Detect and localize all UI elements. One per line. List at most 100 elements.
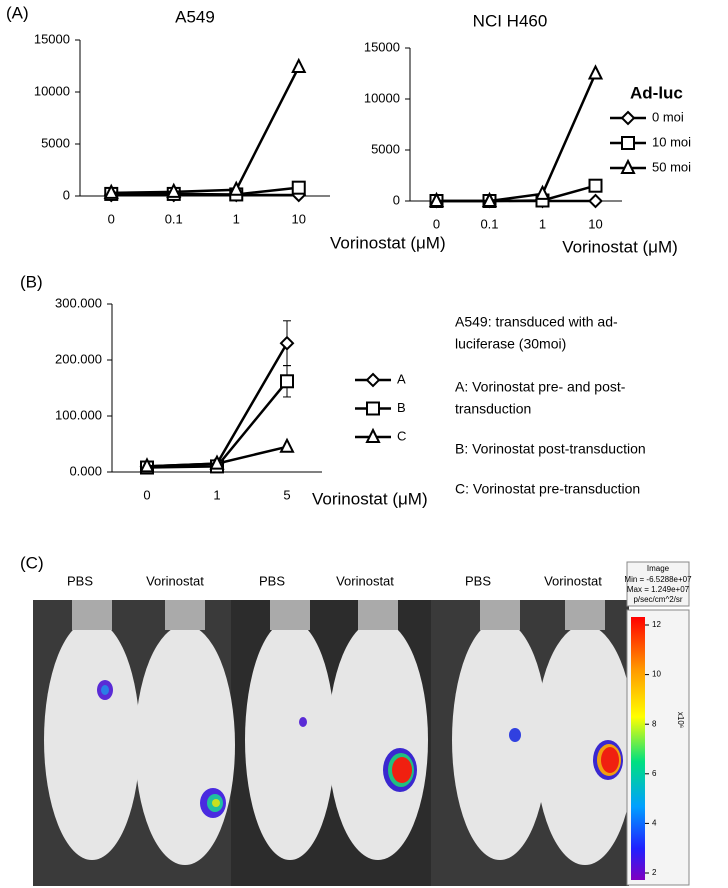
signal (601, 747, 619, 773)
x-tick-label: 1 (233, 211, 240, 226)
marker (534, 184, 551, 200)
mouse (452, 620, 548, 860)
series-line (111, 186, 299, 196)
signal (299, 717, 307, 727)
colorbar (631, 617, 645, 880)
colorbar-unit: p/sec/cm^2/sr (633, 595, 682, 604)
y-tick-label: 0 (63, 187, 70, 202)
marker (139, 457, 155, 473)
annotation: C: Vorinostat pre-transduction (455, 481, 640, 497)
y-tick-label: 0.000 (69, 463, 102, 478)
colorbar-tick-label: 10 (652, 670, 661, 679)
x-axis-label: Vorinostat (μM) (330, 233, 446, 252)
legend-label: 50 moi (652, 159, 691, 174)
y-tick-label: 200.000 (55, 351, 102, 366)
x-tick-label: 0 (143, 487, 150, 502)
legend-marker (365, 372, 381, 388)
mouse (328, 620, 428, 860)
mice (44, 600, 635, 865)
x-tick-label: 5 (283, 487, 290, 502)
x-tick-label: 10 (588, 216, 602, 231)
marker (588, 193, 603, 209)
y-tick-label: 0 (393, 192, 400, 207)
annotation: transduction (455, 401, 531, 417)
signals (97, 680, 623, 818)
panel-label: (A) (6, 3, 29, 22)
marker (481, 191, 498, 207)
nose-cone (270, 600, 310, 630)
mouse (535, 625, 635, 865)
legend-marker (620, 158, 636, 174)
y-tick-label: 100.000 (55, 407, 102, 422)
colorbar-min: Min = -6.5288e+07 (624, 575, 692, 584)
y-tick-label: 15000 (364, 39, 400, 54)
marker (228, 180, 244, 196)
marker (103, 183, 119, 199)
legend-label: 0 moi (652, 109, 684, 124)
image-label: Vorinostat (146, 573, 204, 588)
y-tick-label: 15000 (34, 31, 70, 46)
signal (509, 728, 521, 742)
series-line (111, 66, 300, 195)
colorbar-header (626, 561, 690, 607)
image-label: Vorinostat (336, 573, 394, 588)
nose-cone (165, 600, 205, 630)
series-line (436, 72, 597, 203)
y-tick-label: 5000 (41, 135, 70, 150)
legend-label: B (397, 400, 406, 415)
colorbar-tick-label: 12 (652, 620, 661, 629)
x-tick-label: 0 (108, 211, 115, 226)
colorbar-scale: x10⁶ (676, 712, 685, 728)
x-tick-label: 0.1 (480, 216, 498, 231)
colorbar-tick-label: 2 (652, 868, 657, 877)
legend-marker (621, 136, 635, 150)
x-axis-label: Vorinostat (μM) (312, 489, 428, 508)
legend-marker (620, 110, 636, 126)
colorbar-tick-label: 8 (652, 719, 657, 728)
colorbar-max: Max = 1.249e+07 (627, 585, 690, 594)
legend-marker (365, 427, 381, 443)
chart-title: A549 (175, 7, 215, 26)
y-tick-label: 5000 (371, 141, 400, 156)
series-line (146, 342, 289, 468)
image-label: Vorinostat (544, 573, 602, 588)
x-tick-label: 10 (292, 211, 306, 226)
marker (291, 57, 307, 74)
y-tick-label: 10000 (364, 90, 400, 105)
marker (280, 374, 294, 389)
marker (588, 178, 603, 193)
x-tick-label: 1 (539, 216, 546, 231)
colorbar-title: Image (647, 564, 670, 573)
nose-cone (72, 600, 112, 630)
image-label: PBS (67, 573, 93, 588)
annotation: luciferase (30moi) (455, 336, 566, 352)
x-tick-label: 0.1 (165, 211, 183, 226)
series-line (436, 184, 596, 203)
mouse (135, 625, 235, 865)
signal (101, 685, 109, 695)
colorbar-tick-label: 4 (652, 819, 657, 828)
chart-title: NCI H460 (473, 11, 548, 30)
legend-label: A (397, 371, 406, 386)
y-tick-label: 300.000 (55, 295, 102, 310)
marker (279, 335, 295, 351)
image-label: PBS (465, 573, 491, 588)
annotation: A549: transduced with ad- (455, 314, 618, 330)
image-label: PBS (259, 573, 285, 588)
nose-cone (565, 600, 605, 630)
legend-label: C (397, 428, 406, 443)
annotation: B: Vorinostat post-transduction (455, 441, 646, 457)
marker (166, 182, 182, 198)
mouse (44, 620, 140, 860)
x-tick-label: 1 (213, 487, 220, 502)
marker (279, 437, 295, 453)
marker (428, 191, 445, 207)
legend-marker (366, 401, 380, 416)
legend-label: 10 moi (652, 134, 691, 149)
marker (291, 180, 306, 195)
mouse (245, 620, 335, 860)
x-tick-label: 0 (433, 216, 440, 231)
marker (209, 454, 225, 470)
